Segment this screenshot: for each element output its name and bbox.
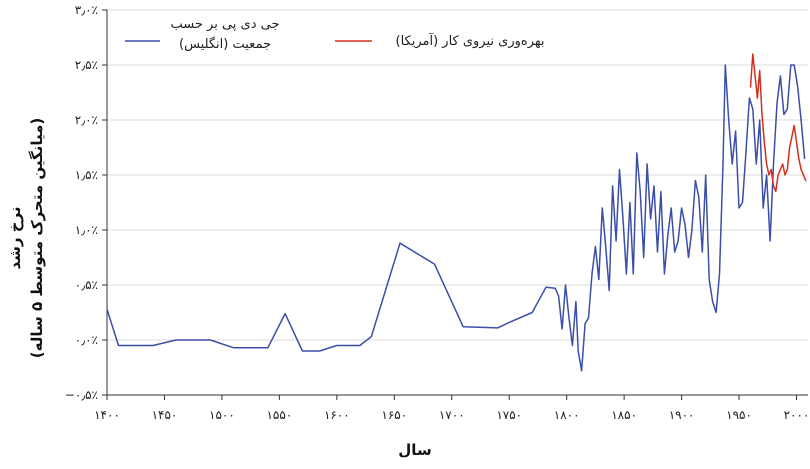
legend-item-productivity: بهره‌وری نیروی کار (آمریکا): [335, 32, 544, 49]
legend-label-gdp-line1: جی دی پی بر حسب: [170, 17, 279, 32]
x-axis-title: سال: [398, 441, 431, 459]
y-tick-label: ۲٫۰٪: [75, 113, 98, 127]
legend-label-productivity: بهره‌وری نیروی کار (آمریکا): [396, 32, 545, 49]
x-tick-label: ۱۵۰۰: [209, 408, 235, 422]
y-tick-labels: −۰٫۵٪ ۰٫۰٪ ۰٫۵٪ ۱٫۰٪ ۱٫۵٪ ۲٫۰٪ ۲٫۵٪ ۳٫۰٪: [65, 3, 98, 402]
x-tick-label: ۱۵۵۰: [266, 408, 292, 422]
y-tick-label: ۰٫۰٪: [75, 333, 98, 347]
series-line-productivity: [749, 53, 807, 193]
y-tick-label: ۱٫۰٪: [75, 223, 98, 237]
x-tick-label: ۱۶۵۰: [381, 408, 407, 422]
axes: [102, 9, 808, 400]
legend-label-gdp-line2: جمعیت (انگلیس): [179, 36, 271, 52]
y-axis-title: نرخ رشد (میانگین متحرک متوسط ۵ ساله): [6, 118, 46, 358]
x-tick-label: ۱۸۵۰: [611, 408, 637, 422]
y-tick-label: ۲٫۵٪: [75, 58, 98, 72]
series-lines: [106, 53, 807, 372]
x-tick-label: ۱۷۵۰: [496, 408, 522, 422]
grid-lines: [107, 9, 808, 341]
legend-item-gdp: جی دی پی بر حسب جمعیت (انگلیس): [125, 17, 280, 52]
x-tick-label: ۱۴۵۰: [152, 408, 178, 422]
y-tick-label: ۳٫۰٪: [75, 3, 98, 17]
y-axis-title-line2: (میانگین متحرک متوسط ۵ ساله): [28, 118, 46, 358]
x-tick-label: ۲۰۰۰: [784, 408, 810, 422]
x-tick-label: ۱۸۰۰: [554, 408, 580, 422]
y-tick-label: −۰٫۵٪: [65, 388, 98, 402]
legend: جی دی پی بر حسب جمعیت (انگلیس) بهره‌وری …: [125, 17, 544, 52]
y-tick-label: ۰٫۵٪: [75, 278, 98, 292]
x-tick-label: ۱۴۰۰: [94, 408, 120, 422]
y-axis-title-line1: نرخ رشد: [6, 206, 24, 269]
x-tick-label: ۱۹۵۰: [726, 408, 752, 422]
series-line-gdp: [106, 64, 806, 372]
x-tick-label: ۱۹۰۰: [669, 408, 695, 422]
x-tick-labels: ۱۴۰۰ ۱۴۵۰ ۱۵۰۰ ۱۵۵۰ ۱۶۰۰ ۱۶۵۰ ۱۷۰۰ ۱۷۵۰ ۱۸۰۰ ۱۸۵۰…: [94, 408, 809, 422]
y-tick-label: ۱٫۵٪: [75, 168, 98, 182]
x-tick-label: ۱۶۰۰: [324, 408, 350, 422]
x-tick-label: ۱۷۰۰: [439, 408, 465, 422]
